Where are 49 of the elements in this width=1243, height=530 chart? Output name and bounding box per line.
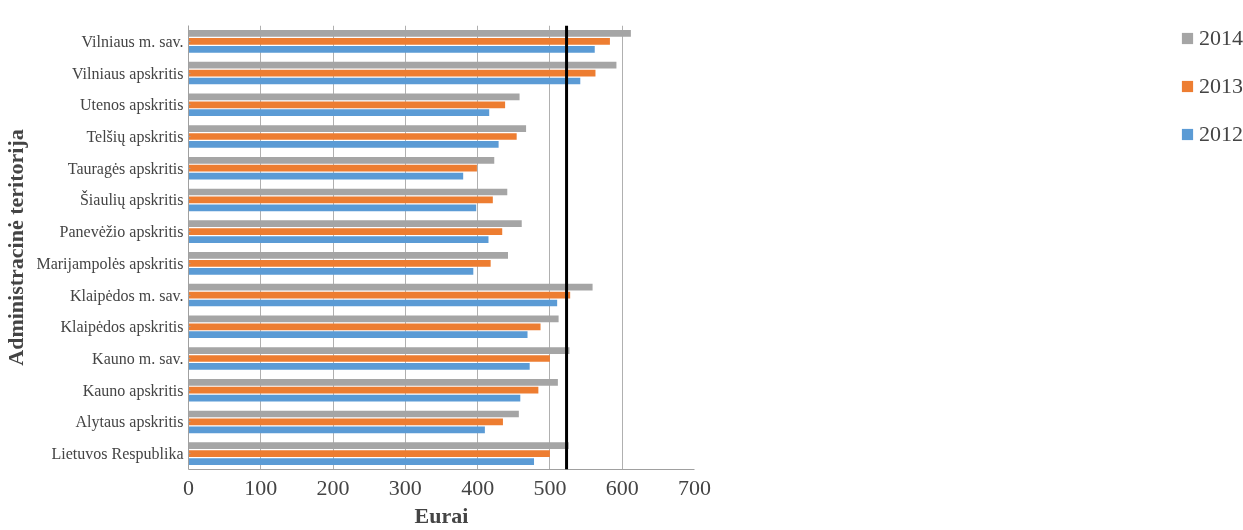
x-tick-label: 200	[316, 474, 350, 500]
y-tick-label: Šiaulių apskritis	[79, 190, 184, 210]
x-tick-label: 400	[461, 474, 495, 500]
bar	[188, 37, 610, 45]
bar	[188, 204, 477, 212]
bar	[188, 228, 503, 236]
x-tick-label: 600	[605, 474, 639, 500]
bar	[188, 355, 550, 362]
legend-label: 2012	[1199, 121, 1243, 147]
bar	[188, 172, 464, 180]
y-tick-label: Telšių apskritis	[86, 128, 184, 146]
bar	[188, 101, 506, 109]
x-tick-label: 500	[533, 474, 567, 500]
legend-label: 2013	[1199, 73, 1243, 99]
x-tick-label: 700	[678, 474, 711, 500]
bar	[188, 331, 528, 339]
y-tick-label: Tauragės apskritis	[67, 159, 184, 178]
bar	[188, 164, 477, 172]
bar	[188, 267, 474, 275]
y-tick-label: Klaipėdos apskritis	[60, 318, 184, 337]
y-tick-label: Marijampolės apskritis	[36, 254, 184, 273]
bar	[188, 394, 521, 402]
x-tick-label: 300	[388, 474, 422, 500]
y-tick-label: Klaipėdos m. sav.	[69, 286, 184, 305]
y-tick-label: Panevėžio apskritis	[59, 223, 184, 242]
y-tick-label: Kauno apskritis	[82, 381, 184, 400]
y-axis-title: Administracinė teritorija	[3, 129, 29, 366]
legend-label: 2014	[1199, 25, 1243, 51]
bar	[188, 450, 550, 458]
x-tick-label: 0	[183, 474, 194, 500]
x-tick-label: 100	[244, 474, 278, 500]
bar	[188, 323, 541, 331]
bar	[188, 109, 490, 117]
y-tick-label: Utenos apskritis	[79, 96, 184, 115]
bar	[188, 426, 485, 434]
bar	[188, 259, 491, 267]
bar	[188, 458, 535, 465]
y-tick-label: Vilniaus apskritis	[72, 64, 184, 83]
bar	[188, 133, 517, 140]
y-tick-label: Kauno m. sav.	[92, 350, 184, 367]
bar	[188, 141, 499, 148]
bar	[188, 45, 595, 53]
y-tick-label: Lietuvos Respublika	[51, 445, 184, 464]
y-tick-label: Vilniaus m. sav.	[81, 32, 184, 50]
bar	[188, 236, 489, 243]
bar	[188, 363, 530, 370]
bar	[188, 386, 539, 394]
y-tick-label: Alytaus apskritis	[75, 413, 184, 432]
x-axis-title: Eurai	[414, 502, 469, 528]
